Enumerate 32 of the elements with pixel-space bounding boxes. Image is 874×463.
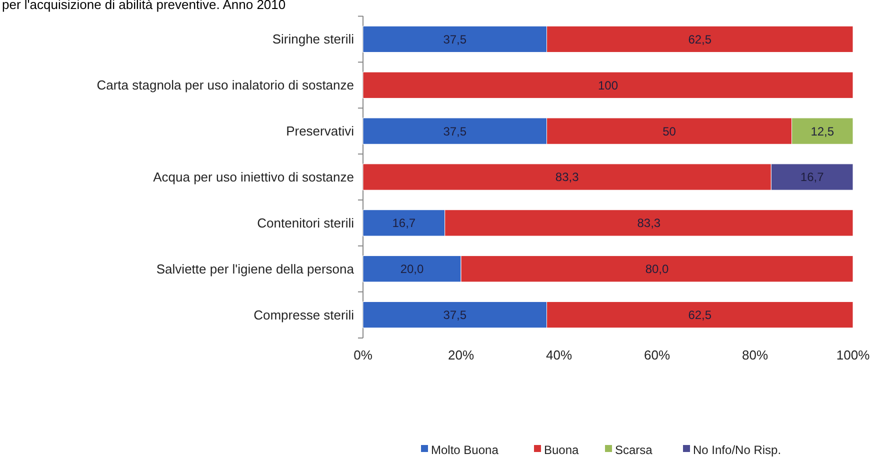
legend-label: Buona: [544, 443, 580, 457]
x-tick-label: 80%: [742, 348, 768, 363]
bar: [362, 72, 854, 98]
x-tick-label: 60%: [644, 348, 670, 363]
data-label: 16,7: [392, 216, 416, 230]
data-label: 37,5: [443, 308, 467, 322]
legend-label: Molto Buona: [431, 443, 499, 457]
y-tick-label: Compresse sterili: [254, 307, 354, 322]
data-label: 37,5: [443, 32, 467, 46]
legend-label: No Info/No Risp.: [693, 443, 782, 457]
x-tick-label: 40%: [546, 348, 572, 363]
data-label: 62,5: [688, 32, 712, 46]
data-label: 12,5: [810, 124, 834, 138]
y-tick-label: Carta stagnola per uso inalatorio di sostanze: [96, 78, 354, 93]
y-tick-label: Preservativi: [286, 124, 354, 139]
data-label: 100: [598, 78, 618, 92]
x-tick-label: 0%: [354, 348, 373, 363]
data-label: 37,5: [443, 124, 467, 138]
data-label: 16,7: [800, 170, 824, 184]
x-tick-label: 20%: [448, 348, 474, 363]
y-tick-label: Contenitori sterili: [257, 215, 354, 230]
data-label: 20,0: [400, 262, 424, 276]
data-label: 83,3: [555, 170, 580, 184]
data-label: 50: [662, 124, 676, 138]
legend-label: Scarsa: [615, 443, 653, 457]
data-label: 83,3: [637, 216, 661, 230]
y-tick-label: Siringhe sterili: [272, 32, 354, 47]
x-tick-label: 100%: [836, 348, 870, 363]
data-label: 62,5: [688, 308, 712, 322]
data-label: 80,0: [645, 262, 669, 276]
y-tick-label: Acqua per uso iniettivo di sostanze: [153, 170, 354, 185]
y-tick-label: Salviette per l'igiene della persona: [156, 261, 355, 276]
